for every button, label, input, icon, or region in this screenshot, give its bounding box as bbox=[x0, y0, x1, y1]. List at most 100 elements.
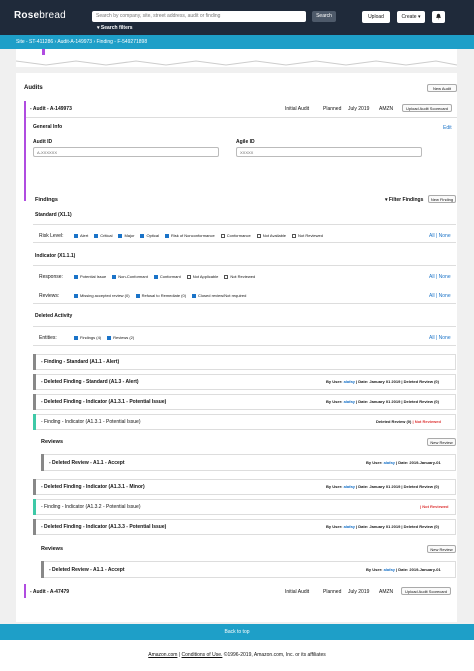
audit-color-marker bbox=[42, 49, 45, 55]
finding-row-meta: By User: alafay | Date: January 01 2019 … bbox=[326, 524, 439, 529]
review-row-title[interactable]: - Deleted Review - A1.1 - Accept bbox=[49, 567, 125, 573]
divider bbox=[33, 265, 456, 266]
reviews-all-none[interactable]: All | None bbox=[429, 293, 451, 299]
audit-date: July 2019 bbox=[348, 589, 370, 595]
response-option-not-applicable[interactable]: Not Applicable bbox=[186, 274, 218, 279]
amazon-link[interactable]: Amazon.com bbox=[148, 652, 178, 658]
reviews-option-refusal[interactable]: Refusal to Remediate (0) bbox=[135, 293, 186, 298]
entities-all-none[interactable]: All | None bbox=[429, 335, 451, 341]
agile-id-field[interactable]: XXXXX bbox=[236, 147, 422, 157]
new-finding-button[interactable]: New Finding bbox=[428, 195, 456, 203]
risk-option-not-reviewed[interactable]: Not Reviewed bbox=[292, 233, 323, 238]
audit-date: July 2019 bbox=[348, 106, 370, 112]
reviews-option-closed[interactable]: Closed review/Not required bbox=[192, 293, 246, 298]
zigzag-divider bbox=[16, 60, 457, 66]
upload-scorecard-button[interactable]: Upload Audit Scorecard bbox=[401, 587, 451, 595]
finding-row-meta: | Not Reviewed bbox=[420, 504, 449, 509]
finding-row-title[interactable]: - Deleted Finding - Indicator (A1.3.1 - … bbox=[41, 399, 167, 405]
audit-accent-bar bbox=[24, 584, 26, 598]
finding-row-meta: By User: alafay | Date: January 01 2019 … bbox=[326, 379, 439, 384]
divider bbox=[33, 242, 456, 243]
conditions-link[interactable]: Conditions of Use. bbox=[181, 652, 223, 658]
finding-row-title[interactable]: - Finding - Indicator (A1.3.1 - Potentia… bbox=[41, 419, 141, 425]
response-label: Response: bbox=[39, 274, 63, 280]
standard-heading: Standard (X1.1) bbox=[35, 212, 72, 218]
finding-row-title[interactable]: - Finding - Indicator (A1.3.2 - Potentia… bbox=[41, 504, 141, 510]
divider bbox=[33, 345, 456, 346]
risk-option-not-available[interactable]: Not Available bbox=[256, 233, 286, 238]
edit-link[interactable]: Edit bbox=[443, 125, 452, 131]
audit-org: AMZN bbox=[379, 589, 394, 595]
row-accent bbox=[33, 374, 36, 390]
create-button[interactable]: Create ▾ bbox=[397, 11, 425, 23]
app-logo[interactable]: Rosebread bbox=[14, 10, 66, 21]
new-audit-button[interactable]: New Audit bbox=[427, 84, 457, 92]
entities-option-findings[interactable]: Findings (4) bbox=[74, 335, 101, 340]
reviews-label: Reviews: bbox=[39, 293, 60, 299]
deleted-activity-heading: Deleted Activity bbox=[35, 313, 73, 319]
audit-id-field[interactable]: A-XXXXXX bbox=[33, 147, 219, 157]
search-button[interactable]: Search bbox=[312, 11, 336, 22]
risk-option-conformance[interactable]: Conformance bbox=[220, 233, 251, 238]
finding-row-title[interactable]: - Deleted Finding - Indicator (A1.3.3 - … bbox=[41, 524, 167, 530]
response-all-none[interactable]: All | None bbox=[429, 274, 451, 280]
row-accent bbox=[33, 414, 36, 430]
audit-title[interactable]: - Audit - A-47479 bbox=[30, 589, 70, 595]
search-input[interactable]: Search by company, site, street address,… bbox=[92, 11, 306, 22]
audit-id-label: Audit ID bbox=[33, 139, 53, 145]
general-info-heading: General Info bbox=[33, 124, 63, 130]
risk-option-critical[interactable]: Critical bbox=[94, 233, 112, 238]
finding-row-title[interactable]: - Deleted Finding - Standard (A1.3 - Ale… bbox=[41, 379, 139, 385]
risk-option-nonconformance[interactable]: Risk of Nonconformance bbox=[164, 233, 215, 238]
finding-row-meta: By User: alafay | Date: January 01 2019 … bbox=[326, 484, 439, 489]
filter-findings-toggle[interactable]: ▾ Filter Findings bbox=[385, 197, 424, 203]
review-row-title[interactable]: - Deleted Review - A1.1 - Accept bbox=[49, 460, 125, 466]
breadcrumb[interactable]: Site - ST-411286 › Audit-A-149973 › Find… bbox=[0, 35, 474, 49]
audits-heading: Audits bbox=[24, 85, 43, 91]
review-row-meta: By User: alafay | Date: 2019-January-01 bbox=[366, 567, 441, 572]
risk-level-label: Risk Level: bbox=[39, 233, 64, 239]
back-to-top-link[interactable]: Back to top bbox=[0, 624, 474, 640]
risk-option-optical[interactable]: Optical bbox=[140, 233, 159, 238]
audit-type: Initial Audit bbox=[285, 106, 310, 112]
agile-id-label: Agile ID bbox=[236, 139, 255, 145]
search-filters-toggle[interactable]: ▾ Search filters bbox=[97, 25, 133, 31]
finding-row-title[interactable]: - Finding - Standard (A1.1 - Alert) bbox=[41, 359, 120, 365]
reviews-heading: Reviews bbox=[41, 439, 64, 445]
response-option-non-conformant[interactable]: Non-Conformant bbox=[112, 274, 148, 279]
new-review-button[interactable]: New Review bbox=[427, 438, 456, 446]
row-accent bbox=[33, 519, 36, 535]
divider bbox=[26, 117, 457, 118]
reviews-options: Missing accepted review (0) Refusal to Re… bbox=[74, 293, 252, 299]
response-option-conformant[interactable]: Conformant bbox=[153, 274, 181, 279]
audit-type: Initial Audit bbox=[285, 589, 310, 595]
audit-status: Planned bbox=[323, 106, 342, 112]
audit-accent-bar bbox=[24, 101, 26, 201]
top-header: Rosebread Search by company, site, stree… bbox=[0, 0, 474, 35]
row-accent bbox=[33, 354, 36, 370]
footer: Amazon.com | Conditions of Use. ©1996-20… bbox=[0, 640, 474, 671]
row-accent bbox=[41, 561, 44, 578]
review-row-meta: By User: alafay | Date: 2019-January-01 bbox=[366, 460, 441, 465]
entities-option-reviews[interactable]: Reviews (2) bbox=[107, 335, 134, 340]
divider bbox=[33, 303, 456, 304]
response-option-potential-issue[interactable]: Potential Issue bbox=[74, 274, 106, 279]
row-accent bbox=[33, 394, 36, 410]
finding-row-title[interactable]: - Deleted Finding - Indicator (A1.3.1 - … bbox=[41, 484, 145, 490]
audit-status: Planned bbox=[323, 589, 342, 595]
bell-icon bbox=[436, 13, 441, 20]
new-review-button[interactable]: New Review bbox=[427, 545, 456, 553]
notifications-button[interactable] bbox=[432, 11, 445, 23]
reviews-option-missing[interactable]: Missing accepted review (0) bbox=[74, 293, 130, 298]
audit-title[interactable]: - Audit - A-149973 bbox=[30, 106, 72, 112]
upload-button[interactable]: Upload bbox=[362, 11, 390, 23]
risk-all-none[interactable]: All | None bbox=[429, 233, 451, 239]
risk-option-major[interactable]: Major bbox=[118, 233, 134, 238]
indicator-heading: Indicator (X1.1.1) bbox=[35, 253, 76, 259]
copyright-text: ©1996-2019, Amazon.com, Inc. or its affi… bbox=[223, 652, 326, 658]
risk-option-alert[interactable]: Alert bbox=[74, 233, 88, 238]
response-option-not-reviewed[interactable]: Not Reviewed bbox=[224, 274, 255, 279]
row-accent bbox=[33, 499, 36, 515]
risk-level-options: Alert Critical Major Optical Risk of Nonconf… bbox=[74, 233, 329, 239]
upload-scorecard-button[interactable]: Upload Audit Scorecard bbox=[402, 104, 452, 112]
